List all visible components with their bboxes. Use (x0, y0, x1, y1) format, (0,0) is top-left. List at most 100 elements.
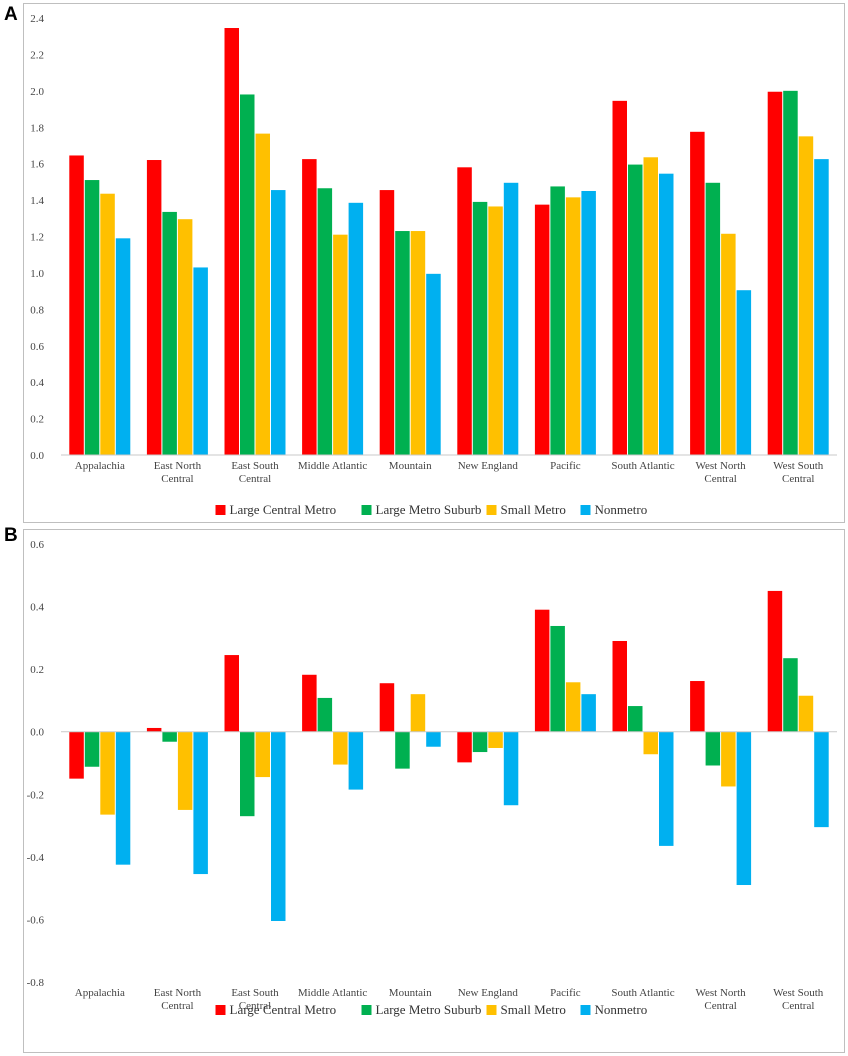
category-label: East South (231, 460, 279, 472)
bar (457, 167, 472, 455)
y-tick-label: -0.2 (27, 789, 44, 801)
bar (565, 197, 581, 455)
bar (565, 682, 581, 732)
bar (628, 706, 643, 732)
category-label: Central (782, 473, 814, 485)
bar (659, 731, 674, 846)
bar (534, 609, 550, 732)
bar (581, 694, 596, 732)
chart-a-frame: 0.0 0.2 0.4 0.6 0.8 1.0 1.2 1.4 1.6 1.8 2.0 2.2 2.4 A… (23, 3, 845, 523)
bar (240, 731, 255, 817)
bar (767, 590, 783, 732)
bar (659, 173, 674, 455)
category-label: Central (704, 1000, 736, 1012)
category-label: Pacific (550, 460, 581, 472)
bar (643, 157, 658, 456)
bar (302, 674, 317, 732)
category-label: West South (773, 460, 824, 472)
bar (395, 231, 410, 455)
legend-swatch (361, 1005, 372, 1015)
bar (721, 731, 736, 787)
bar (84, 180, 100, 456)
category-label: East North (154, 460, 202, 472)
bar (224, 655, 239, 732)
bar (503, 731, 519, 806)
bar (612, 640, 627, 732)
bar (736, 731, 752, 886)
bar (177, 219, 193, 455)
bar (100, 193, 115, 455)
bar (193, 731, 208, 875)
bar (550, 186, 565, 455)
chart-b-frame: -0.8 -0.6 -0.4 -0.2 0.0 0.2 0.4 0.6 Appalachia Ea… (23, 529, 845, 1053)
y-tick-label: 2.0 (30, 86, 44, 98)
legend-swatch (580, 1005, 591, 1015)
chart-a: 0.0 0.2 0.4 0.6 0.8 1.0 1.2 1.4 1.6 1.8 2.0 2.2 2.4 A… (30, 13, 837, 517)
bar (798, 136, 814, 455)
bar (814, 159, 829, 456)
category-label: Middle Atlantic (298, 987, 367, 999)
bar (333, 234, 348, 455)
category-label: Mountain (389, 987, 432, 999)
legend-label: Nonmetro (595, 502, 648, 517)
category-label: West North (696, 460, 747, 472)
bar (333, 731, 348, 765)
bar (690, 681, 705, 732)
bar (690, 131, 705, 456)
bar (783, 658, 798, 732)
category-label: New England (458, 987, 519, 999)
bar (317, 697, 333, 732)
legend-label: Nonmetro (595, 1002, 648, 1017)
category-label: South Atlantic (611, 987, 674, 999)
bar (115, 238, 131, 455)
bar (317, 188, 333, 455)
bar (457, 731, 472, 763)
category-label: Appalachia (75, 987, 125, 999)
category-label: Pacific (550, 987, 581, 999)
category-label: South Atlantic (611, 460, 674, 472)
bar (488, 206, 503, 455)
bar (503, 182, 519, 456)
y-tick-label: 2.2 (30, 49, 44, 61)
y-tick-label: 0.0 (30, 450, 44, 462)
y-tick-label: 0.2 (30, 414, 44, 426)
category-label: West North (696, 987, 747, 999)
category-label: East South (231, 987, 279, 999)
y-tick-label: 1.0 (30, 268, 44, 280)
y-tick-label: -0.8 (27, 977, 45, 989)
y-tick-label: 1.6 (30, 159, 44, 171)
y-tick-label: -0.4 (27, 852, 45, 864)
bar (643, 731, 658, 755)
category-label: Middle Atlantic (298, 460, 367, 472)
category-label: Central (161, 473, 193, 485)
bar (162, 211, 177, 455)
category-label: New England (458, 460, 519, 472)
bar (100, 731, 115, 815)
bar (814, 731, 829, 828)
bar (581, 190, 596, 456)
y-tick-label: -0.6 (27, 914, 45, 926)
bar (162, 731, 177, 742)
category-label: Central (239, 473, 271, 485)
category-label: Central (704, 473, 736, 485)
bar (146, 160, 162, 455)
legend-label: Large Metro Suburb (376, 1002, 482, 1017)
bar (426, 273, 441, 455)
bar (224, 28, 239, 455)
chart-b: -0.8 -0.6 -0.4 -0.2 0.0 0.2 0.4 0.6 Appalachia Ea… (27, 539, 837, 1017)
bar (472, 201, 488, 455)
bar (379, 190, 395, 455)
y-tick-label: 1.8 (30, 122, 44, 134)
legend-swatch (580, 505, 591, 515)
bar (705, 731, 721, 766)
panel-label-b: B (4, 525, 18, 546)
bar (628, 164, 643, 455)
legend-label: Small Metro (501, 502, 566, 517)
bar (798, 695, 814, 732)
bar (721, 233, 736, 455)
y-tick-label: 0.6 (30, 341, 44, 353)
bar (395, 731, 410, 769)
legend-swatch (215, 505, 226, 515)
bar (612, 100, 627, 455)
bar (115, 731, 131, 865)
